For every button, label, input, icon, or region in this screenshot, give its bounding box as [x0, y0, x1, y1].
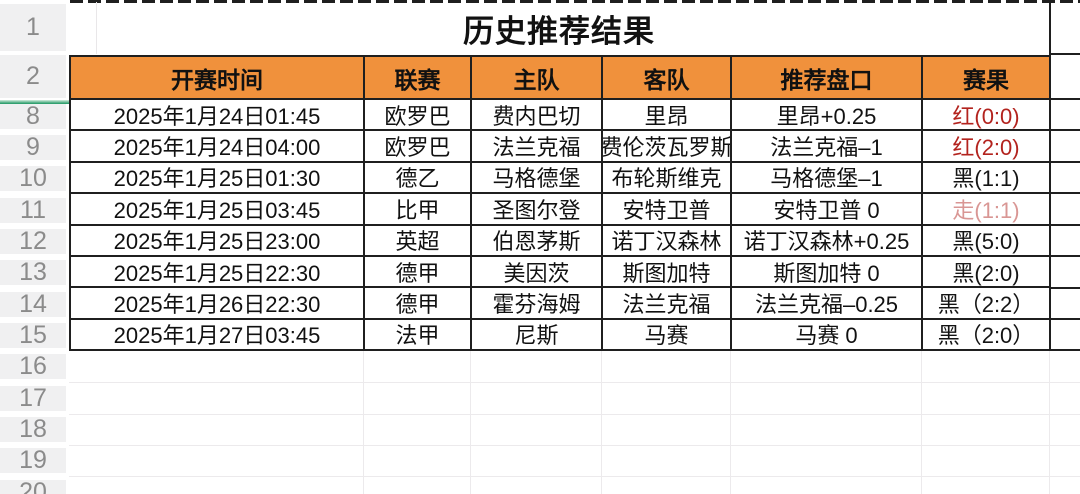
row-header-20[interactable]: 20 [0, 478, 66, 494]
cell-handicap[interactable]: 马格德堡–1 [732, 162, 923, 195]
table-border-stub [1049, 255, 1080, 257]
row-header-10[interactable]: 10 [0, 164, 66, 192]
cell-league[interactable]: 英超 [365, 225, 472, 257]
row-header-19[interactable]: 19 [0, 446, 66, 474]
table-border-stub [1049, 161, 1080, 163]
table-border-stub [1049, 192, 1080, 194]
cell-time[interactable]: 2025年1月25日01:30 [71, 162, 365, 195]
cell-handicap[interactable]: 法兰克福–0.25 [732, 288, 923, 320]
cell-handicap[interactable]: 斯图加特 0 [732, 256, 923, 289]
cell-league[interactable]: 比甲 [365, 194, 472, 226]
cell-handicap[interactable]: 诺丁汉森林+0.25 [732, 225, 923, 257]
cell-result[interactable]: 走(1:1) [923, 194, 1051, 226]
row-header-17[interactable]: 17 [0, 384, 66, 412]
table-border-stub [1049, 98, 1080, 100]
table-border-stub [1049, 224, 1080, 226]
cell-result[interactable]: 黑（2:0） [923, 319, 1051, 351]
row-header-12[interactable]: 12 [0, 227, 66, 255]
cell-away[interactable]: 法兰克福 [603, 288, 732, 320]
gridline [921, 351, 922, 494]
cell-handicap[interactable]: 马赛 0 [732, 319, 923, 351]
gridline [470, 351, 471, 494]
cell-league[interactable]: 德乙 [365, 162, 472, 195]
cell-time[interactable]: 2025年1月24日01:45 [71, 100, 365, 132]
table-right-border [1049, 2, 1051, 55]
cell-league[interactable]: 德甲 [365, 256, 472, 289]
table-border-stub [1049, 129, 1080, 131]
gridline [69, 382, 1080, 383]
cell-home[interactable]: 费内巴切 [472, 100, 603, 132]
cell-handicap[interactable]: 安特卫普 0 [732, 194, 923, 226]
cell-time[interactable]: 2025年1月25日23:00 [71, 225, 365, 257]
cell-away[interactable]: 马赛 [603, 319, 732, 351]
col-header-home[interactable]: 主队 [472, 57, 603, 100]
cell-result[interactable]: 红(0:0) [923, 100, 1051, 132]
cell-time[interactable]: 2025年1月27日03:45 [71, 319, 365, 351]
col-header-away[interactable]: 客队 [603, 57, 732, 100]
row-header-11[interactable]: 11 [0, 196, 66, 224]
table-border-stub [1049, 349, 1080, 351]
cell-home[interactable]: 尼斯 [472, 319, 603, 351]
cell-away[interactable]: 里昂 [603, 100, 732, 132]
cell-away[interactable]: 费伦茨瓦罗斯 [603, 131, 732, 163]
row-header-8[interactable]: 8 [0, 102, 66, 130]
sheet-title-cell[interactable]: 历史推荐结果 [463, 14, 655, 49]
row-header-13[interactable]: 13 [0, 258, 66, 286]
cell-time[interactable]: 2025年1月25日22:30 [71, 256, 365, 289]
cell-home[interactable]: 圣图尔登 [472, 194, 603, 226]
cell-away[interactable]: 诺丁汉森林 [603, 225, 732, 257]
cell-away[interactable]: 斯图加特 [603, 256, 732, 289]
gridline [69, 445, 1080, 446]
cell-handicap[interactable]: 法兰克福–1 [732, 131, 923, 163]
cell-time[interactable]: 2025年1月24日04:00 [71, 131, 365, 163]
cell-time[interactable]: 2025年1月26日22:30 [71, 288, 365, 320]
table-border-stub [1049, 318, 1080, 320]
cell-result[interactable]: 黑（2:2） [923, 288, 1051, 320]
table-border-stub [1049, 53, 1080, 55]
cell-home[interactable]: 霍芬海姆 [472, 288, 603, 320]
cell-time[interactable]: 2025年1月25日03:45 [71, 194, 365, 226]
gridline [1049, 351, 1050, 494]
table-border-stub [1049, 287, 1080, 289]
row-header-9[interactable]: 9 [0, 133, 66, 161]
cell-home[interactable]: 马格德堡 [472, 162, 603, 195]
cell-league[interactable]: 法甲 [365, 319, 472, 351]
table-body: 2025年1月24日01:45 欧罗巴 费内巴切 里昂 里昂+0.25 红(0:… [69, 100, 1051, 351]
frozen-pane-indicator [0, 100, 69, 104]
cell-home[interactable]: 法兰克福 [472, 131, 603, 163]
col-header-league[interactable]: 联赛 [365, 57, 472, 100]
cell-home[interactable]: 美因茨 [472, 256, 603, 289]
cell-league[interactable]: 德甲 [365, 288, 472, 320]
cell-result[interactable]: 黑(2:0) [923, 256, 1051, 289]
cell-away[interactable]: 安特卫普 [603, 194, 732, 226]
gridline [601, 351, 602, 494]
col-header-result[interactable]: 赛果 [923, 57, 1051, 100]
cell-result[interactable]: 红(2:0) [923, 131, 1051, 163]
row-header-18[interactable]: 18 [0, 415, 66, 443]
cell-league[interactable]: 欧罗巴 [365, 100, 472, 132]
table-header-row: 开赛时间 联赛 主队 客队 推荐盘口 赛果 [69, 55, 1051, 100]
col-header-handicap[interactable]: 推荐盘口 [732, 57, 923, 100]
row-header-1[interactable]: 1 [0, 4, 66, 51]
gridline [96, 2, 97, 54]
cell-home[interactable]: 伯恩茅斯 [472, 225, 603, 257]
cell-away[interactable]: 布轮斯维克 [603, 162, 732, 195]
page-break-dashed-line [70, 0, 1080, 3]
gridline [730, 351, 731, 494]
cell-result[interactable]: 黑(1:1) [923, 162, 1051, 195]
row-header-15[interactable]: 15 [0, 321, 66, 349]
gridline [69, 476, 1080, 477]
row-header-16[interactable]: 16 [0, 352, 66, 380]
col-header-time[interactable]: 开赛时间 [71, 57, 365, 100]
cell-result[interactable]: 黑(5:0) [923, 225, 1051, 257]
gridline [69, 414, 1080, 415]
cell-handicap[interactable]: 里昂+0.25 [732, 100, 923, 132]
row-header-14[interactable]: 14 [0, 290, 66, 318]
row-header-2[interactable]: 2 [0, 55, 66, 98]
cell-league[interactable]: 欧罗巴 [365, 131, 472, 163]
gridline [363, 351, 364, 494]
